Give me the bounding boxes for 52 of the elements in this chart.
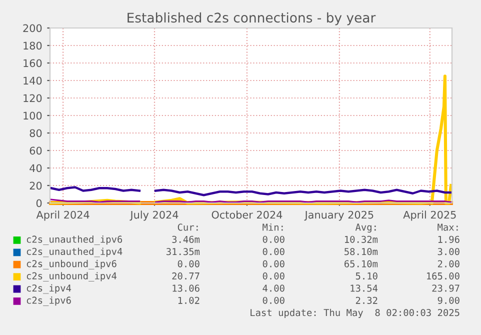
- text: 165.00: [427, 272, 460, 280]
- text: 0.00: [262, 248, 284, 256]
- x-tick-label: July 2024: [130, 210, 178, 221]
- text: 2.00: [438, 260, 460, 268]
- y-tick-label: 200: [23, 24, 42, 32]
- text: Last update: Thu May 8 02:00:03 2025: [250, 308, 460, 318]
- legend-label: c2s_ipv6: [26, 296, 71, 306]
- text: 5.10: [356, 272, 378, 280]
- y-tick-label: 160: [24, 59, 42, 68]
- text: 13.54: [350, 284, 378, 292]
- text: 13.06: [172, 284, 200, 292]
- text: Cur:: [178, 224, 198, 231]
- text: Min:: [262, 223, 283, 231]
- text: 65.10m: [344, 260, 378, 268]
- y-tick-label: 100: [24, 112, 42, 120]
- text: 58.10m: [344, 248, 378, 256]
- y-tick-label: 20: [30, 182, 42, 190]
- text: 0.00: [178, 260, 200, 268]
- text: 0.00: [262, 260, 284, 268]
- y-tick-label: 80: [30, 129, 42, 138]
- text: 1.02: [178, 296, 200, 304]
- text: 2.32: [356, 296, 378, 304]
- y-tick-label: 180: [24, 42, 42, 50]
- x-tick-label: October 2024: [212, 210, 282, 219]
- y-tick-label: 40: [30, 164, 42, 172]
- y-tick-label: 120: [24, 94, 42, 102]
- legend-label: c2s_unbound_ipv6: [26, 260, 116, 270]
- x-tick-label: January 2025: [304, 210, 374, 221]
- x-tick-label: April 2024: [36, 210, 90, 221]
- legend-label: c2s_unauthed_ipv6: [26, 236, 122, 245]
- text: 0.00: [262, 272, 284, 280]
- text: 20.77: [172, 272, 200, 280]
- text: 0.00: [262, 296, 284, 304]
- x-tick-label: April 2025: [403, 210, 456, 221]
- text: 9.00: [438, 296, 460, 304]
- text: 1.96: [438, 236, 460, 243]
- text: 0.00: [262, 236, 284, 243]
- text: 4.00: [262, 284, 284, 292]
- text: 31.35m: [166, 248, 200, 256]
- text: 10.32m: [345, 236, 378, 243]
- legend-label: c2s_unauthed_ipv4: [26, 248, 122, 258]
- text: Max:: [438, 224, 458, 231]
- y-tick-label: 0: [36, 199, 42, 208]
- text: 23.97: [432, 284, 460, 292]
- chart-title: Established c2s connections - by year: [128, 12, 376, 26]
- legend-label: c2s_ipv4: [26, 284, 72, 294]
- y-tick-label: 140: [24, 76, 42, 85]
- text: 3.46m: [172, 236, 200, 243]
- legend-label: c2s_unbound_ipv4: [26, 272, 117, 282]
- y-tick-label: 60: [30, 146, 42, 155]
- text: Avg:: [355, 224, 376, 233]
- text: 3.00: [438, 248, 460, 256]
